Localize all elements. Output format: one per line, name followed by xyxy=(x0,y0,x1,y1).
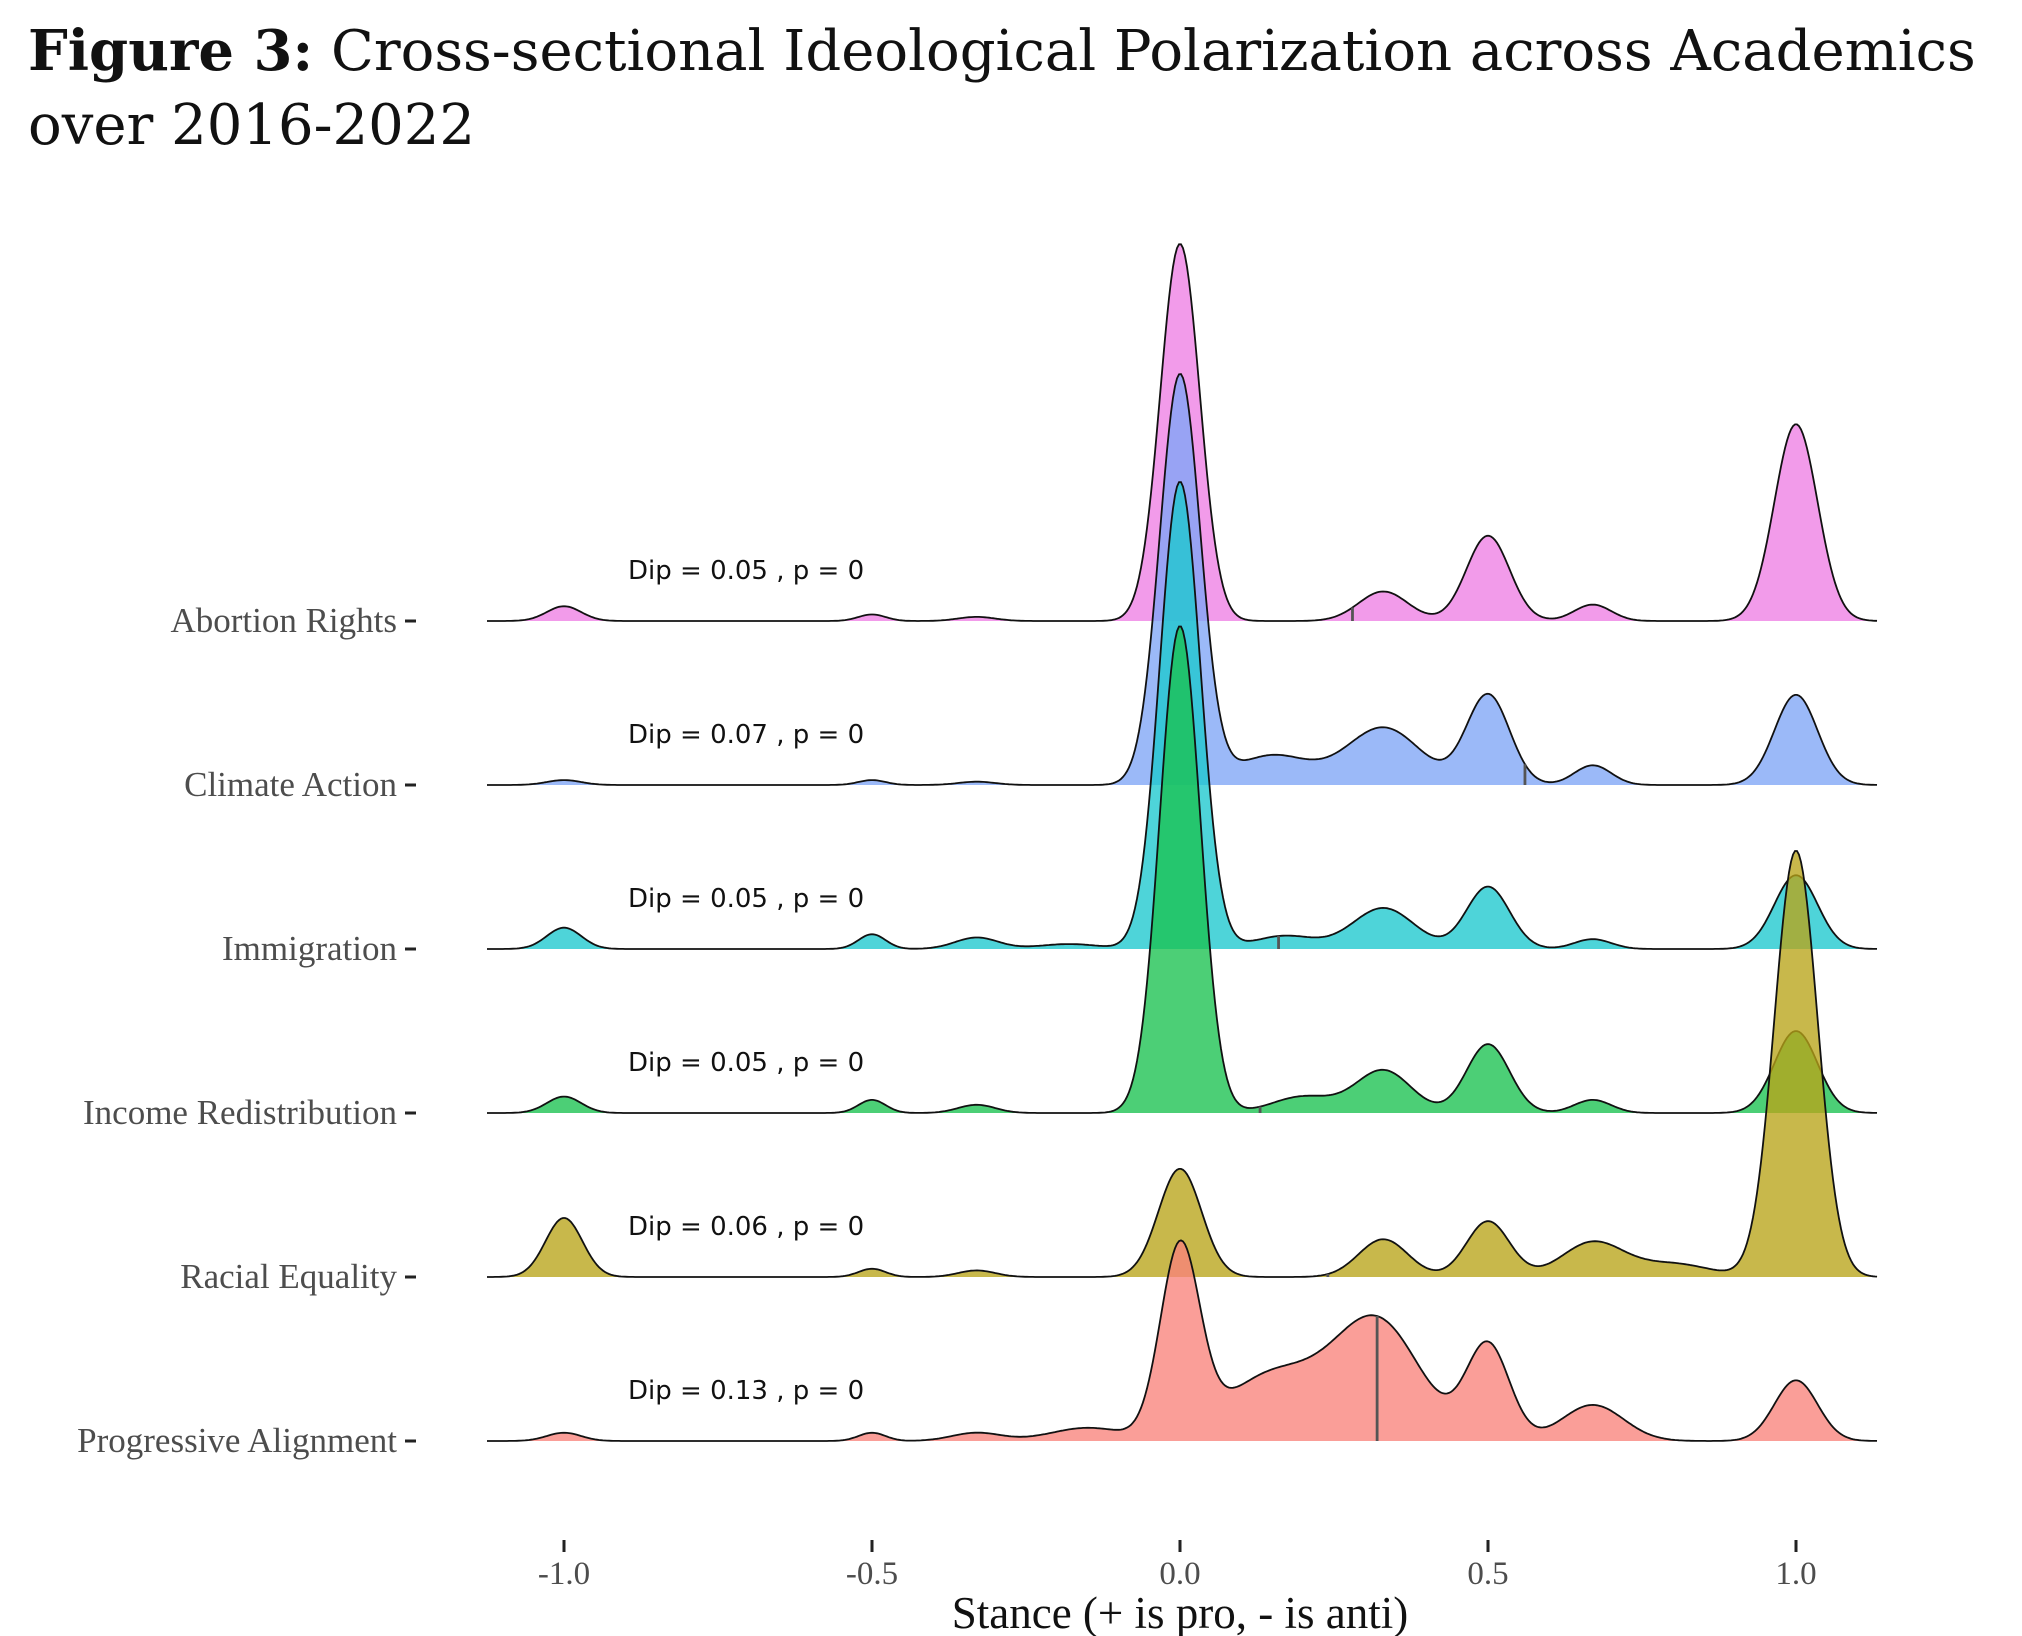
y-tick-label: Progressive Alignment xyxy=(77,1421,397,1460)
ridge-income-redistribution: Dip = 0.05 , p = 0 xyxy=(487,625,1878,1114)
density-area xyxy=(487,851,1878,1277)
density-outline xyxy=(487,481,1877,950)
figure-label: Figure 3: xyxy=(28,18,314,84)
figure-caption: Figure 3: Cross-sectional Ideological Po… xyxy=(28,14,1988,163)
x-tick-label: -1.0 xyxy=(538,1556,590,1592)
y-tick-label: Income Redistribution xyxy=(83,1093,397,1132)
y-tick-label: Racial Equality xyxy=(180,1257,397,1296)
dip-annotation: Dip = 0.05 , p = 0 xyxy=(628,1048,864,1078)
figure-title: Cross-sectional Ideological Polarization… xyxy=(28,19,1976,158)
x-axis-title: Stance (+ is pro, - is anti) xyxy=(952,1588,1409,1636)
density-outline xyxy=(487,625,1877,1114)
dip-annotation: Dip = 0.05 , p = 0 xyxy=(628,884,864,914)
ridge-racial-equality: Dip = 0.06 , p = 0 xyxy=(487,850,1878,1278)
dip-annotation: Dip = 0.06 , p = 0 xyxy=(628,1212,864,1242)
y-tick-label: Immigration xyxy=(222,929,397,968)
density-outline xyxy=(487,373,1877,786)
density-outline xyxy=(487,1239,1877,1442)
x-axis: -1.0 -0.5 0.0 0.5 1.0 xyxy=(538,1540,1817,1592)
y-axis: Abortion Rights Climate Action Immigration… xyxy=(77,601,416,1460)
x-tick-label: 0.0 xyxy=(1159,1556,1200,1592)
x-tick-label: 1.0 xyxy=(1775,1556,1816,1592)
density-outline xyxy=(487,850,1878,1278)
ridges-group: Dip = 0.05 , p = 0 Dip = 0.07 , p = 0 Dip … xyxy=(487,243,1878,1442)
density-area xyxy=(487,626,1878,1113)
dip-annotation: Dip = 0.13 , p = 0 xyxy=(628,1376,864,1406)
y-tick-label: Climate Action xyxy=(184,765,397,804)
x-tick-label: 0.5 xyxy=(1467,1556,1508,1592)
dip-annotation: Dip = 0.05 , p = 0 xyxy=(628,556,864,586)
density-area xyxy=(487,1240,1878,1441)
x-tick-label: -0.5 xyxy=(846,1556,898,1592)
y-tick-label: Abortion Rights xyxy=(170,601,397,640)
ridge-progressive-alignment: Dip = 0.13 , p = 0 xyxy=(487,1239,1878,1442)
density-outline xyxy=(487,243,1877,622)
dip-annotation: Dip = 0.07 , p = 0 xyxy=(628,720,864,750)
